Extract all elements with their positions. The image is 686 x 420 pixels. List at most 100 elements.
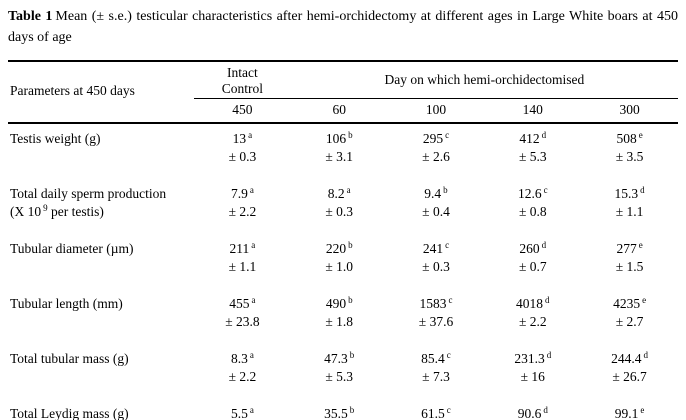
table-title: Table 1 Mean (± s.e.) testicular characte… <box>8 6 678 48</box>
row-parameter-label: Total Leydig mass (g) <box>8 399 194 420</box>
age-column-header: 300 <box>581 98 678 124</box>
row-parameter-label: Tubular length (mm) <box>8 289 194 344</box>
data-cell: 277 e ± 1.5 <box>581 234 678 289</box>
cell-superscript: d <box>545 294 550 305</box>
data-cell: 1583 c ± 37.6 <box>388 289 485 344</box>
age-column-header: 450 <box>194 98 291 124</box>
data-cell: 220 b ± 1.0 <box>291 234 388 289</box>
cell-superscript: b <box>443 184 448 195</box>
cell-mean-value: 85.4 c <box>421 349 451 366</box>
cell-superscript: e <box>642 294 647 305</box>
table-row: Tubular length (mm) 455 a ± 23.8 490 b ± 1.8 15… <box>8 289 678 344</box>
cell-superscript: b <box>348 129 353 140</box>
intact-control-line2: Control <box>221 81 264 96</box>
cell-mean-value: 455 a <box>229 294 256 311</box>
cell-standard-error: ± 2.2 <box>228 369 257 384</box>
cell-mean-value: 8.3 a <box>230 349 254 366</box>
parameter-label-line: Total Leydig mass (g) <box>10 406 129 420</box>
row-parameter-label: Testis weight (g) <box>8 123 194 179</box>
cell-mean-value: 412 d <box>519 129 547 146</box>
data-cell: 211 a ± 1.1 <box>194 234 291 289</box>
cell-superscript: a <box>249 349 254 360</box>
cell-standard-error: ± 26.7 <box>612 369 647 384</box>
row-parameter-label: Tubular diameter (µm) <box>8 234 194 289</box>
cell-standard-error: ± 23.8 <box>225 314 260 329</box>
data-cell: 7.9 a ± 2.2 <box>194 179 291 234</box>
row-parameter-label: Total daily sperm production (X 10 9 per t… <box>8 179 194 234</box>
data-cell: 12.6 c ± 0.8 <box>484 179 581 234</box>
cell-superscript: c <box>448 294 453 305</box>
data-cell: 85.4 c ± 7.3 <box>388 344 485 399</box>
cell-superscript: b <box>349 349 355 360</box>
cell-superscript: c <box>543 184 548 195</box>
cell-standard-error: ± 2.2 <box>518 314 547 329</box>
cell-standard-error: ± 1.8 <box>325 314 354 329</box>
cell-superscript: e <box>638 239 643 250</box>
cell-standard-error: ± 0.3 <box>228 149 257 164</box>
cell-mean-value: 4235 e <box>613 294 647 311</box>
data-cell: 412 d ± 5.3 <box>484 123 581 179</box>
data-cell: 106 b ± 3.1 <box>291 123 388 179</box>
intact-control-line1: Intact <box>227 65 258 80</box>
table-row: Tubular diameter (µm) 211 a ± 1.1 220 b ± 1.0 2… <box>8 234 678 289</box>
cell-mean-value: 8.2 a <box>327 184 351 201</box>
cell-superscript: b <box>348 294 353 305</box>
header-ages-row: 450 60 100 140 300 <box>8 98 678 124</box>
cell-standard-error: ± 7.3 <box>422 369 450 384</box>
cell-mean-value: 241 c <box>422 239 450 256</box>
data-cell: 4235 e ± 2.7 <box>581 289 678 344</box>
cell-standard-error: ± 1.1 <box>615 204 644 219</box>
data-cell: 8.2 a ± 0.3 <box>291 179 388 234</box>
parameter-label-line: Testis weight (g) <box>10 131 101 146</box>
cell-superscript: d <box>546 349 552 360</box>
age-column-header: 60 <box>290 98 388 124</box>
cell-superscript: d <box>640 184 645 195</box>
data-cell: 508 e ± 3.5 <box>581 123 678 179</box>
cell-mean-value: 220 b <box>325 239 353 256</box>
cell-mean-value: 295 c <box>422 129 450 146</box>
data-cell: 35.5b± 3.5 <box>291 399 388 420</box>
cell-mean-value: 508 e <box>616 129 643 146</box>
cell-standard-error: ± 1.0 <box>325 259 354 274</box>
table-row: Testis weight (g) 13 a ± 0.3 106 b ± 3.1 295 c ± … <box>8 123 678 179</box>
cell-mean-value: 4018 d <box>516 294 550 311</box>
data-cell: 455 a ± 23.8 <box>194 289 291 344</box>
cell-mean-value: 260 d <box>519 239 547 256</box>
cell-superscript: a <box>251 294 256 305</box>
table-caption: Mean (± s.e.) testicular characteristics… <box>8 9 678 45</box>
parameter-superscript: 9 <box>43 202 48 213</box>
cell-superscript: a <box>251 239 256 250</box>
data-cell: 295 c ± 2.6 <box>388 123 485 179</box>
data-cell: 9.4 b ± 0.4 <box>388 179 485 234</box>
cell-standard-error: ± 16 <box>520 369 545 384</box>
parameter-label-line: Total tubular mass (g) <box>10 351 129 366</box>
table-body: Testis weight (g) 13 a ± 0.3 106 b ± 3.1 295 c ± … <box>8 123 678 420</box>
data-cell: 490 b ± 1.8 <box>291 289 388 344</box>
characteristics-table: Parameters at 450 days Intact Control Da… <box>8 60 678 420</box>
cell-superscript: a <box>249 404 254 415</box>
cell-superscript: e <box>640 404 645 415</box>
cell-standard-error: ± 37.6 <box>418 314 454 329</box>
cell-standard-error: ± 2.6 <box>422 149 450 164</box>
cell-superscript: a <box>248 129 253 140</box>
cell-standard-error: ± 1.1 <box>228 259 257 274</box>
data-cell: 13 a ± 0.3 <box>194 123 291 179</box>
table-row: Total Leydig mass (g) 5.5a± 0.735.5b± 3.5… <box>8 399 678 420</box>
cell-standard-error: ± 3.5 <box>615 149 644 164</box>
cell-mean-value: 35.5 b <box>324 404 355 420</box>
cell-superscript: a <box>346 184 351 195</box>
cell-superscript: c <box>446 404 451 415</box>
cell-mean-value: 13 a <box>232 129 253 146</box>
data-cell: 61.5c± 2.7 <box>388 399 485 420</box>
cell-standard-error: ± 1.5 <box>615 259 644 274</box>
cell-mean-value: 490 b <box>325 294 353 311</box>
params-column-header: Parameters at 450 days <box>8 61 194 124</box>
cell-superscript: d <box>543 404 548 415</box>
data-cell: 99.1e± 10.9 <box>581 399 678 420</box>
cell-superscript: d <box>541 129 547 140</box>
cell-mean-value: 61.5 c <box>421 404 451 420</box>
cell-superscript: d <box>643 349 649 360</box>
cell-mean-value: 1583 c <box>419 294 453 311</box>
cell-standard-error: ± 2.7 <box>615 314 644 329</box>
cell-superscript: c <box>445 129 450 140</box>
